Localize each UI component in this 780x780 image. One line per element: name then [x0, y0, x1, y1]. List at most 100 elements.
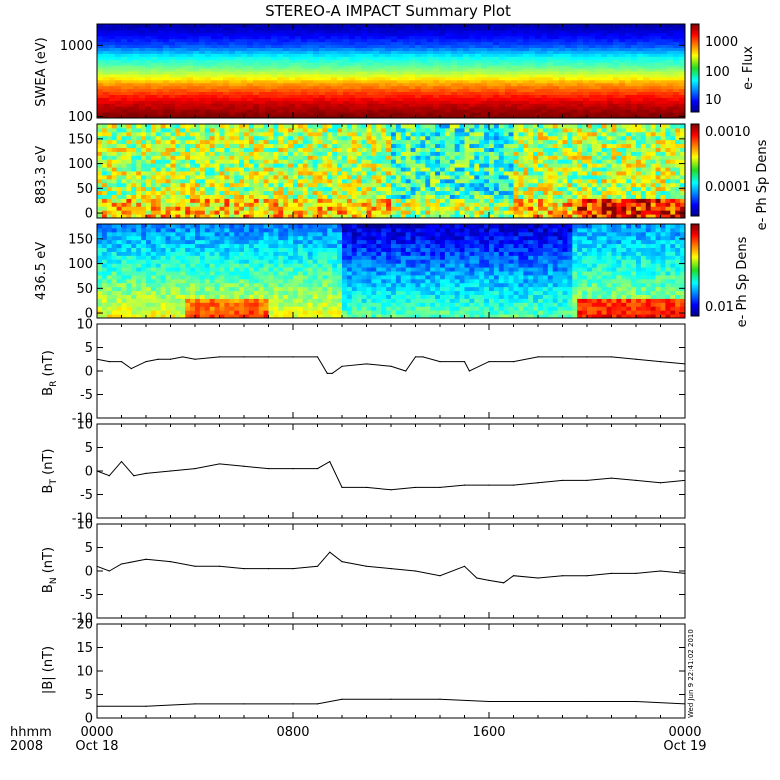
swea-cell [547, 41, 554, 46]
swea-cell [667, 79, 674, 84]
swea-cell [115, 76, 122, 81]
swea-cell [235, 79, 242, 84]
swea-cell [145, 88, 152, 93]
swea-cell [451, 62, 458, 66]
pad883-cell [234, 163, 240, 168]
swea-cell [421, 88, 428, 93]
pad883-cell [356, 190, 363, 195]
pad883-cell [97, 167, 103, 172]
plot-title: STEREO-A IMPACT Summary Plot [265, 2, 511, 20]
pad883-cell [224, 147, 230, 152]
pad883-cell [361, 167, 367, 172]
pad883-cell [229, 182, 235, 188]
pad883-cell [126, 194, 132, 199]
swea-cell [127, 24, 134, 28]
swea-cell [295, 94, 302, 98]
swea-cell [469, 44, 476, 48]
pad883-cell [273, 190, 279, 195]
swea-cell [655, 109, 662, 113]
swea-cell [589, 115, 596, 119]
swea-cell [439, 24, 446, 28]
swea-cell [301, 47, 308, 51]
swea-cell [277, 44, 284, 48]
pad883-cell [263, 182, 269, 188]
pad883-cell [425, 178, 431, 184]
swea-cell [409, 62, 416, 66]
swea-cell [301, 109, 308, 113]
pad883-cell [366, 124, 372, 129]
swea-cell [463, 112, 470, 116]
swea-cell [511, 65, 518, 69]
pad883-cell [283, 206, 289, 211]
swea-cell [511, 59, 518, 63]
swea-cell [205, 32, 212, 37]
pad883-cell [244, 167, 250, 172]
swea-cell [607, 47, 614, 51]
swea-cell [445, 50, 452, 54]
pad883-cell [248, 202, 255, 207]
swea-cell [175, 103, 182, 107]
pad883-cell [278, 131, 284, 137]
swea-cell [217, 41, 224, 46]
swea-cell [421, 112, 428, 116]
pad883-cell [297, 167, 304, 172]
pad883-cell [199, 186, 206, 192]
swea-cell [571, 32, 578, 37]
pad883-cell [214, 186, 220, 192]
swea-cell [217, 85, 224, 90]
pad883-cell [454, 167, 461, 172]
swea-cell [181, 71, 188, 75]
swea-cell [667, 32, 674, 37]
swea-cell [283, 71, 290, 75]
swea-cell [409, 65, 416, 69]
swea-cell [559, 44, 566, 48]
swea-cell [313, 65, 320, 69]
pad883-cell [302, 210, 309, 215]
swea-cell [247, 26, 254, 31]
swea-cell [673, 38, 680, 43]
pad883-cell [327, 131, 333, 137]
pad883-cell [420, 186, 426, 192]
pad883-cell [430, 135, 436, 141]
pad883-cell [454, 190, 461, 195]
swea-cell [511, 85, 518, 90]
swea-cell [625, 82, 632, 87]
pad883-cell [126, 210, 132, 215]
pad883-cell [420, 151, 426, 156]
pad883-cell [469, 178, 475, 184]
swea-cell [127, 26, 134, 31]
pad883-cell [346, 186, 353, 192]
pad883-cell [106, 127, 113, 133]
swea-cell [493, 73, 500, 78]
swea-cell [409, 71, 416, 75]
swea-cell [379, 62, 386, 66]
pad883-cell [239, 190, 245, 195]
swea-cell [109, 115, 116, 119]
swea-cell [571, 47, 578, 51]
swea-cell [499, 94, 506, 98]
swea-cell [511, 35, 518, 40]
swea-cell [205, 85, 212, 90]
swea-cell [475, 106, 482, 110]
pad883-cell [101, 198, 108, 203]
swea-cell [367, 79, 374, 84]
pad883-cell [449, 155, 456, 160]
pad883-cell [219, 151, 225, 156]
pad883-cell [278, 139, 284, 145]
swea-cell [367, 91, 374, 95]
pad883-cell [160, 171, 167, 176]
pad883-cell [160, 159, 167, 164]
pad883-cell [342, 124, 348, 129]
swea-cell [169, 91, 176, 95]
pad883-cell [146, 143, 152, 148]
pad883-cell [317, 174, 323, 180]
pad883-cell [97, 194, 103, 199]
swea-cell [565, 24, 572, 28]
swea-cell [121, 76, 128, 81]
pad883-cell [258, 214, 265, 219]
pad883-cell [106, 190, 113, 195]
pad883-cell [224, 198, 230, 203]
pad883-cell [371, 139, 377, 145]
swea-cell [319, 112, 326, 116]
swea-cell [631, 56, 638, 60]
